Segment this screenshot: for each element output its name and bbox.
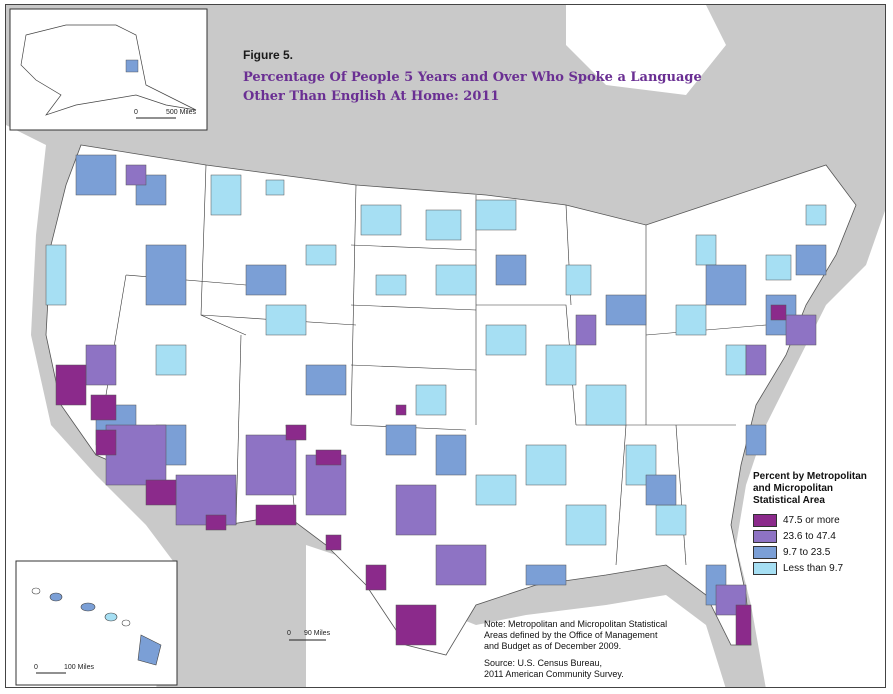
- legend-row-9-7-to-23-5: 9.7 to 23.5: [753, 545, 883, 560]
- alaska-scale-distance: 500 Miles: [166, 109, 196, 116]
- legend-row-23-6-to-47-4: 23.6 to 47.4: [753, 529, 883, 544]
- alaska-land: [20, 24, 197, 116]
- legend-row-47-5-or-more: 47.5 or more: [753, 513, 883, 528]
- legend-label-47-5-or-more: 47.5 or more: [783, 515, 840, 526]
- conus-scale-zero: 0: [287, 630, 291, 637]
- alaska-inset: [9, 8, 208, 131]
- areas-23-6-to-47-4: [85, 164, 817, 616]
- legend-label-23-6-to-47-4: 23.6 to 47.4: [783, 531, 836, 542]
- legend-title: Percent by Metropolitan and Micropolitan…: [753, 471, 883, 507]
- figure-label: Figure 5.: [243, 48, 294, 62]
- state-boundaries: [95, 164, 767, 566]
- legend-label-9-7-to-23-5: 9.7 to 23.5: [783, 547, 831, 558]
- conus-scale-distance: 90 Miles: [304, 630, 331, 637]
- areas-9-7-to-23-5: [75, 154, 827, 606]
- hudson-bay: [566, 5, 726, 95]
- figure-title: Percentage Of People 5 Years and Over Wh…: [243, 68, 723, 106]
- legend-row-less-than-9-7: Less than 9.7: [753, 561, 883, 576]
- map-frame: Figure 5. Percentage Of People 5 Years a…: [5, 4, 886, 688]
- us-basemap: [6, 5, 885, 687]
- source-line-2: 2011 American Community Survey.: [484, 669, 624, 679]
- legend-label-less-than-9-7: Less than 9.7: [783, 563, 844, 574]
- hawaii-scale-zero: 0: [34, 664, 38, 671]
- alaska-scale-zero: 0: [134, 109, 138, 116]
- note-line-3: and Budget as of December 2009.: [484, 641, 622, 651]
- note-line-1: Note: Metropolitan and Micropolitan Stat…: [484, 619, 668, 629]
- source-note: Source: U.S. Census Bureau, 2011 America…: [484, 658, 714, 680]
- legend-swatch-less-than-9-7: [753, 562, 777, 575]
- figure-title-line-1: Percentage Of People 5 Years and Over Wh…: [243, 70, 702, 85]
- legend-swatch-47-5-or-more: [753, 514, 777, 527]
- figure-title-line-2: Other Than English At Home: 2011: [243, 89, 500, 104]
- pacific-ocean: [6, 125, 176, 687]
- hawaii-scale-distance: 100 Miles: [64, 664, 94, 671]
- map-note: Note: Metropolitan and Micropolitan Stat…: [484, 619, 714, 680]
- gulf-of-mexico: [306, 545, 726, 687]
- legend-title-line-3: Statistical Area: [753, 495, 825, 506]
- legend: Percent by Metropolitan and Micropolitan…: [753, 471, 883, 577]
- legend-swatch-9-7-to-23-5: [753, 546, 777, 559]
- hawaii-inset: [15, 560, 178, 686]
- note-line-2: Areas defined by the Office of Managemen…: [484, 630, 658, 640]
- legend-swatch-23-6-to-47-4: [753, 530, 777, 543]
- source-line-1: Source: U.S. Census Bureau,: [484, 658, 603, 668]
- legend-title-line-1: Percent by Metropolitan: [753, 471, 867, 482]
- areas-less-than-9-7: [45, 174, 827, 546]
- legend-title-line-2: and Micropolitan: [753, 483, 833, 494]
- areas-47-5-or-more: [55, 304, 787, 646]
